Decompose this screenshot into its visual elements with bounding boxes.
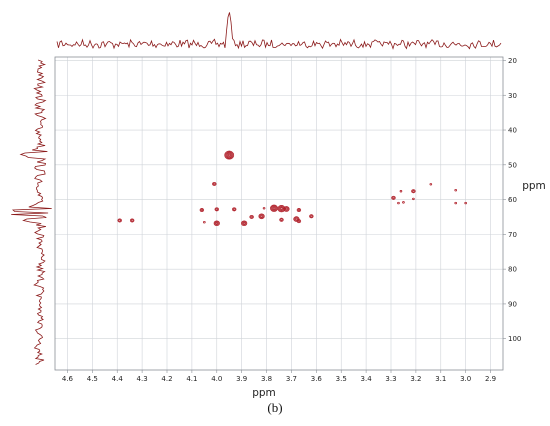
plot-frame — [54, 56, 504, 371]
x-tick-label: 4.4 — [112, 375, 124, 383]
cross-peak — [391, 195, 396, 200]
x-tick-label: 3.9 — [236, 375, 247, 383]
cross-peak — [231, 207, 237, 212]
x-tick-label: 4.5 — [87, 375, 98, 383]
cross-peak — [454, 188, 458, 192]
y-tick-label: 80 — [508, 266, 517, 274]
x-axis-title: ppm — [252, 387, 276, 399]
x-tick-label: 3.1 — [435, 375, 446, 383]
x-tick-label: 4.0 — [211, 375, 222, 383]
peak-layer — [117, 150, 467, 227]
y-tick-label: 50 — [508, 161, 517, 169]
x-tick-label: 3.6 — [311, 375, 323, 383]
x-tick-label: 4.2 — [161, 375, 172, 383]
x-tick-label: 3.7 — [286, 375, 297, 383]
cross-peak — [397, 201, 400, 205]
cross-peak — [129, 218, 135, 223]
cross-peak — [117, 218, 122, 223]
cross-peak — [402, 201, 405, 204]
cross-peak — [258, 213, 265, 220]
x-tick-layer: 4.6 4.5 4.4 4.3 4.2 4.1 4.0 3.9 3.8 3.7 3.6 3.5 3.4 3… — [62, 370, 496, 383]
cross-peak — [293, 216, 300, 222]
x-tick-label: 3.8 — [261, 375, 272, 383]
x-tick-label: 2.9 — [485, 375, 496, 383]
left-projection-trace — [11, 59, 52, 365]
x-tick-label: 3.0 — [460, 375, 471, 383]
y-tick-label: 40 — [508, 127, 517, 135]
cross-peak — [429, 183, 433, 186]
y-tick-label: 60 — [508, 196, 517, 204]
y-tick-label: 90 — [508, 300, 517, 308]
cross-peak — [212, 181, 217, 186]
x-tick-label: 4.6 — [62, 375, 74, 383]
cross-peak — [224, 150, 235, 160]
cross-peak — [283, 206, 290, 212]
cross-peak — [279, 217, 284, 222]
x-tick-label: 4.3 — [137, 375, 148, 383]
x-tick-label: 3.4 — [361, 375, 373, 383]
cross-peak — [412, 197, 415, 201]
x-tick-label: 4.1 — [186, 375, 197, 383]
cross-peak — [214, 207, 219, 212]
cross-peak — [411, 189, 416, 194]
x-tick-label: 3.3 — [385, 375, 396, 383]
x-tick-label: 3.5 — [336, 375, 347, 383]
cross-peak — [199, 208, 205, 213]
cross-peak — [296, 219, 302, 224]
cross-peak — [399, 190, 403, 193]
cross-peak — [203, 220, 206, 224]
cross-peak — [296, 208, 302, 213]
grid-layer — [55, 57, 503, 370]
y-axis-title: ppm — [522, 180, 546, 192]
y-tick-label: 20 — [508, 57, 517, 65]
x-tick-label: 3.2 — [410, 375, 421, 383]
y-tick-label: 70 — [508, 231, 517, 239]
top-projection-trace — [56, 12, 502, 50]
cross-peak — [454, 201, 458, 205]
y-tick-label: 100 — [508, 335, 521, 343]
y-tick-layer: 20 30 40 50 60 70 80 90 100 — [503, 57, 521, 343]
cross-peak — [309, 214, 314, 219]
cross-peak — [213, 220, 220, 227]
cross-peak — [241, 220, 248, 227]
cross-peak — [464, 201, 467, 205]
y-tick-label: 30 — [508, 92, 517, 100]
cross-peak — [249, 214, 254, 219]
cross-peak — [262, 207, 266, 210]
figure-caption: (b) — [267, 400, 283, 415]
plot-background — [55, 57, 503, 370]
